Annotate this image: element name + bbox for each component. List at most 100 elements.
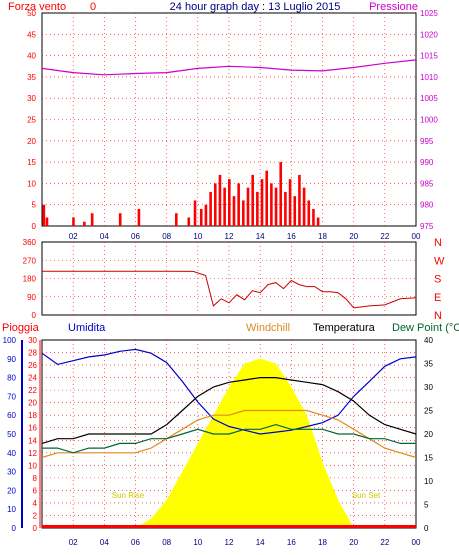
label-dewpoint: Dew Point (°C bbox=[392, 322, 459, 334]
wind-bar bbox=[83, 221, 86, 226]
x-tick-label: 08 bbox=[162, 232, 171, 241]
wind-title: Forza vento bbox=[8, 1, 66, 13]
pressure-axis-ticks: 975 980 985 990 995 1000 1005 1010 1015 1020 1025 bbox=[420, 9, 438, 231]
wind-bar bbox=[298, 174, 301, 226]
x-tick-label: 04 bbox=[100, 232, 109, 241]
wind-bar bbox=[316, 217, 320, 226]
compass-label: N bbox=[434, 310, 442, 322]
temperature-tick-label: 25 bbox=[424, 407, 433, 416]
direction-tick-label: 0 bbox=[32, 311, 37, 320]
rain-tick-label: 2 bbox=[33, 511, 38, 520]
wind-bar bbox=[193, 200, 197, 226]
wind-tick-label: 25 bbox=[27, 116, 36, 125]
wind-tick-label: 50 bbox=[27, 9, 36, 18]
temperature-tick-label: 0 bbox=[424, 524, 429, 533]
temperature-tick-label: 15 bbox=[424, 454, 433, 463]
rain-tick-label: 26 bbox=[28, 361, 37, 370]
dewpoint-line bbox=[42, 423, 416, 454]
compass-label: E bbox=[434, 292, 441, 304]
wind-bar bbox=[209, 191, 212, 226]
wind-bar bbox=[265, 170, 268, 226]
pressure-tick-label: 1020 bbox=[420, 30, 438, 39]
pressure-tick-label: 995 bbox=[420, 137, 434, 146]
wind-bar bbox=[274, 187, 278, 226]
wind-bar bbox=[312, 208, 315, 226]
solar-area bbox=[135, 358, 354, 528]
rain-tick-label: 4 bbox=[33, 499, 38, 508]
rain-tick-label: 28 bbox=[28, 349, 37, 358]
pressure-tick-label: 1005 bbox=[420, 94, 438, 103]
pressure-tick-label: 990 bbox=[420, 158, 434, 167]
pressure-tick-label: 1010 bbox=[420, 73, 438, 82]
wind-bar bbox=[284, 191, 287, 226]
rain-tick-label: 0 bbox=[33, 524, 38, 533]
rain-tick-label: 18 bbox=[28, 411, 37, 420]
humidity-axis-ticks: 0 10 20 30 40 50 60 70 80 90 100 bbox=[3, 336, 17, 533]
wind-bar bbox=[251, 174, 254, 226]
wind-tick-label: 45 bbox=[27, 30, 36, 39]
x-tick-label: 16 bbox=[287, 232, 296, 241]
chart-title: 24 hour graph day : 13 Luglio 2015 bbox=[170, 1, 341, 13]
direction-line bbox=[42, 270, 417, 309]
rain-tick-label: 20 bbox=[28, 399, 37, 408]
wind-bar bbox=[246, 187, 250, 226]
temperature-tick-label: 30 bbox=[424, 383, 433, 392]
humidity-tick-label: 30 bbox=[7, 468, 16, 477]
wind-bar bbox=[213, 183, 217, 226]
label-temperatura: Temperatura bbox=[313, 322, 376, 334]
x-tick-label: 12 bbox=[225, 232, 234, 241]
x-tick-label: 16 bbox=[287, 538, 296, 547]
temperature-tick-label: 35 bbox=[424, 360, 433, 369]
x-tick-label: 22 bbox=[380, 232, 389, 241]
pressure-tick-label: 1000 bbox=[420, 116, 438, 125]
humidity-tick-label: 50 bbox=[7, 430, 16, 439]
x-tick-label: 00 bbox=[412, 538, 421, 547]
direction-tick-label: 360 bbox=[23, 238, 37, 247]
label-sunrise: Sun Rise bbox=[112, 491, 145, 500]
wind-bar bbox=[228, 179, 231, 226]
humidity-tick-label: 100 bbox=[3, 336, 17, 345]
wind-bar bbox=[175, 213, 178, 226]
panel-direction-grid bbox=[42, 242, 416, 315]
rain-tick-label: 12 bbox=[28, 449, 37, 458]
temperature-tick-label: 5 bbox=[424, 501, 429, 510]
wind-bar bbox=[90, 213, 94, 226]
wind-unit-marker: 0 bbox=[90, 1, 96, 13]
humidity-tick-label: 80 bbox=[7, 374, 16, 383]
label-windchill: Windchill bbox=[246, 322, 290, 334]
x-tick-label: 08 bbox=[162, 538, 171, 547]
wind-tick-label: 35 bbox=[27, 73, 36, 82]
windchill-line bbox=[41, 409, 417, 459]
x-tick-label: 14 bbox=[256, 538, 265, 547]
wind-axis-ticks: 0 5 10 15 20 25 30 35 40 45 50 bbox=[27, 9, 36, 231]
wind-bar bbox=[204, 204, 208, 226]
wind-bar bbox=[302, 187, 306, 226]
wind-bar bbox=[242, 200, 245, 226]
wind-bar bbox=[118, 213, 122, 226]
x-tick-label: 12 bbox=[225, 538, 234, 547]
x-tick-label: 04 bbox=[100, 538, 109, 547]
x-tick-label: 02 bbox=[69, 232, 78, 241]
wind-tick-label: 5 bbox=[32, 201, 37, 210]
rain-tick-label: 22 bbox=[28, 386, 37, 395]
humidity-tick-label: 20 bbox=[7, 486, 16, 495]
wind-bar bbox=[270, 183, 273, 226]
wind-bar bbox=[45, 217, 49, 226]
wind-bar bbox=[187, 217, 191, 226]
x-tick-label: 02 bbox=[69, 538, 78, 547]
x-tick-label: 10 bbox=[193, 232, 202, 241]
compass-label: N bbox=[434, 237, 442, 249]
humidity-tick-label: 0 bbox=[12, 524, 17, 533]
pressure-line bbox=[41, 59, 417, 76]
wind-tick-label: 0 bbox=[32, 222, 37, 231]
pressure-title: Pressione bbox=[369, 1, 418, 13]
label-pioggia: Pioggia bbox=[2, 322, 40, 334]
compass-label: W bbox=[434, 255, 445, 267]
wind-bar bbox=[279, 162, 283, 226]
panel-wind-x-ticks: 02 04 06 08 10 12 14 16 18 20 22 00 bbox=[69, 232, 421, 241]
temperature-axis-ticks: 0 5 10 15 20 25 30 35 40 bbox=[424, 336, 433, 533]
wind-bar bbox=[232, 196, 236, 226]
